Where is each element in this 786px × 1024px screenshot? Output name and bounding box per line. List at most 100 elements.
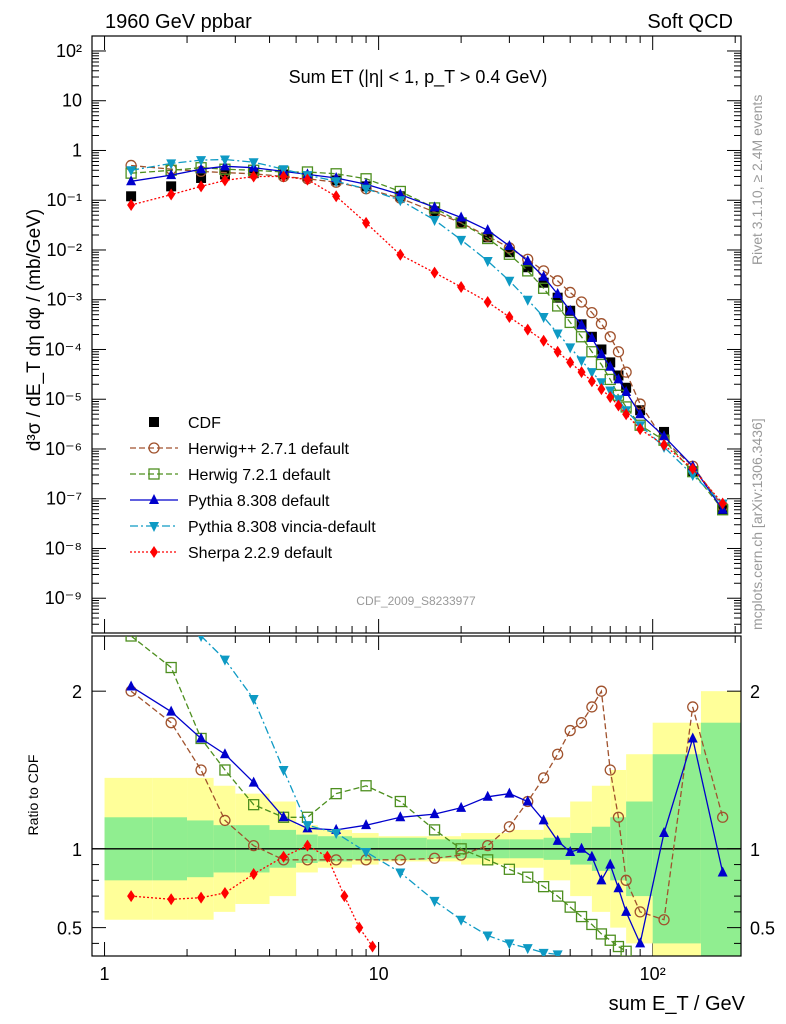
ratio-frame — [91, 635, 742, 957]
y-tick-label: 10⁻³ — [46, 290, 82, 310]
ratio-point — [659, 827, 670, 838]
data-point — [538, 270, 549, 281]
y-tick-label: 10⁻⁷ — [46, 489, 82, 509]
data-point — [688, 462, 697, 475]
y-tick-label: 10⁻⁸ — [45, 538, 82, 558]
ratio-point — [361, 819, 372, 830]
header-left: 1960 GeV ppbar — [105, 11, 252, 33]
data-point — [395, 188, 406, 199]
ratio-point — [575, 910, 588, 923]
x-tick-label: 1 — [100, 964, 110, 984]
data-point — [522, 262, 533, 273]
y-tick-label: 10⁻⁵ — [45, 389, 82, 409]
ratio-point — [278, 765, 289, 776]
data-point — [577, 366, 586, 379]
data-point — [622, 408, 631, 421]
ratio-point — [717, 811, 729, 823]
data-point — [635, 408, 646, 419]
data-point — [659, 430, 670, 441]
ratio-point — [429, 896, 440, 907]
data-point — [483, 296, 492, 309]
data-point — [538, 312, 549, 323]
ratio-series-sherpa-2-2-9-default — [127, 839, 377, 953]
legend-label: Herwig++ 2.7.1 default — [188, 441, 350, 458]
data-point — [219, 155, 230, 166]
x-ticks — [104, 36, 736, 956]
ratio-point — [331, 829, 342, 840]
legend-label: Pythia 8.308 default — [188, 493, 330, 510]
ratio-point — [503, 863, 516, 875]
y-tick-label: 10 — [62, 91, 82, 111]
header-right: Soft QCD — [647, 11, 733, 33]
ratio-line — [130, 636, 627, 952]
ratio-point — [482, 931, 493, 942]
ratio-point — [613, 882, 624, 893]
data-point — [220, 174, 229, 187]
data-point — [586, 368, 597, 379]
ratio-point — [167, 893, 176, 906]
main-panel: 10⁻⁹ 10⁻⁸ 10⁻⁷ 10⁻⁶ 10⁻⁵ 10⁻⁴ 10⁻³ 10⁻² 10⁻¹ 1 10 1… — [45, 35, 742, 956]
ratio-point — [125, 636, 137, 642]
data-point — [576, 319, 587, 330]
ratio-point — [538, 814, 549, 825]
data-point — [429, 216, 440, 227]
data-point — [564, 316, 576, 329]
data-point — [522, 255, 533, 266]
ratio-point — [658, 914, 670, 926]
data-point — [332, 190, 341, 203]
ratio-point — [522, 944, 533, 955]
ratio-point — [166, 705, 177, 716]
data-point — [595, 318, 608, 330]
ratio-point — [605, 858, 616, 869]
main-series-layer — [125, 155, 729, 516]
data-point — [553, 345, 562, 358]
ratio-y-tick-label: 0.5 — [57, 919, 82, 939]
data-point — [504, 240, 515, 251]
data-point — [505, 310, 514, 323]
data-point — [565, 304, 576, 315]
ratio-point — [552, 950, 563, 956]
legend-label: CDF — [188, 415, 221, 432]
ratio-point — [278, 811, 289, 822]
y-tick-label: 10⁻¹ — [46, 190, 82, 210]
ratio-point — [361, 847, 372, 858]
ratio-point — [249, 868, 258, 881]
y-tick-label: 10⁻² — [46, 240, 82, 260]
ratio-point — [394, 854, 406, 866]
legend-label: Sherpa 2.2.9 default — [188, 545, 333, 562]
data-point — [331, 177, 342, 188]
data-point — [614, 399, 623, 412]
data-point — [126, 166, 137, 177]
ratio-series-herwig-2-7-1-default — [125, 685, 729, 926]
series-cdf — [126, 168, 728, 515]
data-point — [167, 188, 176, 201]
data-point — [126, 175, 137, 186]
ratio-series-pythia-8-308-default — [126, 680, 728, 948]
data-point — [361, 184, 372, 195]
data-point — [565, 343, 576, 354]
ratio-point — [455, 849, 467, 861]
ratio-point — [368, 940, 377, 953]
y-ticks — [92, 35, 741, 634]
data-point — [127, 199, 136, 212]
data-point — [482, 257, 493, 268]
legend-entry: Sherpa 2.2.9 default — [130, 545, 333, 562]
mcplots-label: mcplots.cern.ch [arXiv:1306.3436] — [749, 418, 765, 630]
data-point — [621, 385, 632, 396]
main-ylabel: d³σ / dE_T dη dφ / (mb/GeV) — [24, 209, 45, 451]
ratio-point — [482, 854, 494, 866]
ratio-point — [394, 795, 406, 808]
ratio-series-layer — [125, 636, 729, 956]
data-point — [126, 191, 137, 202]
ratio-point — [604, 934, 616, 946]
data-point — [604, 331, 616, 343]
y-tick-label: 10⁻⁶ — [45, 439, 82, 459]
data-point — [196, 163, 207, 174]
ratio-point — [575, 717, 588, 729]
ratio-point — [395, 868, 406, 879]
y-tick-label: 10⁻⁴ — [45, 339, 82, 359]
data-point — [551, 275, 564, 287]
ratio-point — [634, 906, 646, 918]
ratio-point — [428, 824, 441, 836]
ratio-y-tick-label: 1 — [72, 840, 82, 860]
